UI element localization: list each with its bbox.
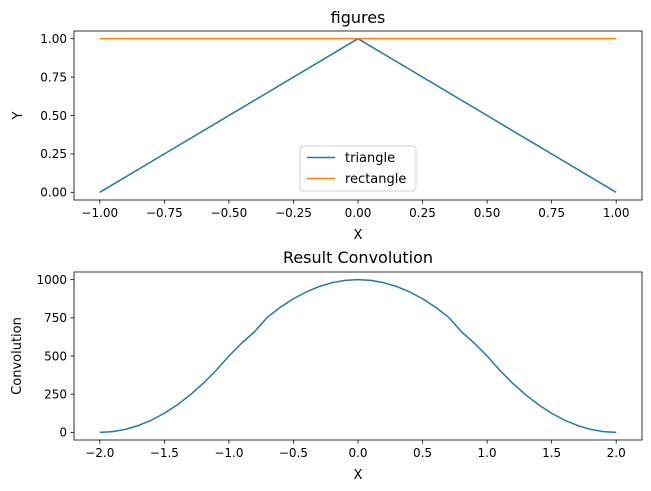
- x-tick-label: 0.75: [538, 206, 565, 220]
- y-tick-label: 0.25: [40, 147, 67, 161]
- y-tick-label: 0.50: [40, 109, 67, 123]
- x-tick-label: 0.5: [413, 446, 432, 460]
- y-tick-label: 750: [44, 311, 67, 325]
- x-tick-label: −0.5: [279, 446, 308, 460]
- chart-title: figures: [331, 8, 386, 27]
- chart-title: Result Convolution: [283, 248, 433, 267]
- subplot-result-convolution: Result Convolution −2.0 −1.5 −1.0 −0.5 0.0 0.…: [10, 248, 643, 483]
- legend-label-rectangle: rectangle: [345, 172, 406, 187]
- x-tick-label: −1.0: [214, 446, 243, 460]
- y-tick-label: 0.00: [40, 186, 67, 200]
- x-tick-label: 1.00: [603, 206, 630, 220]
- y-tick-label: 250: [44, 387, 67, 401]
- x-tick-label: 1.5: [542, 446, 561, 460]
- x-tick-label: −0.75: [146, 206, 183, 220]
- x-tick-label: −2.0: [85, 446, 114, 460]
- y-axis-label: Y: [11, 111, 26, 120]
- x-axis-label: X: [354, 228, 363, 243]
- subplot-figures: figures −1.00 −0.75 −0.50 −0.25 0.00 0.25 0.50…: [11, 8, 643, 243]
- x-tick-label: 1.0: [478, 446, 497, 460]
- x-tick-label: −0.25: [275, 206, 312, 220]
- x-tick-label: 0.00: [345, 206, 372, 220]
- convolution-series-line: [99, 278, 617, 434]
- x-tick-label: −1.5: [150, 446, 179, 460]
- x-tick-label: 0.50: [474, 206, 501, 220]
- x-tick-label: 2.0: [607, 446, 626, 460]
- y-tick-label: 1.00: [40, 32, 67, 46]
- x-tick-label: 0.25: [409, 206, 436, 220]
- x-tick-label: −1.00: [81, 206, 118, 220]
- x-axis-label: X: [354, 468, 363, 483]
- legend-label-triangle: triangle: [345, 151, 395, 166]
- y-tick-label: 1000: [36, 273, 67, 287]
- y-tick-label: 0.75: [40, 70, 67, 84]
- y-tick-label: 500: [44, 349, 67, 363]
- y-axis-label: Convolution: [10, 317, 25, 395]
- y-tick-label: 0: [59, 426, 67, 440]
- x-tick-label: 0.0: [348, 446, 367, 460]
- x-tick-label: −0.50: [211, 206, 248, 220]
- legend: triangle rectangle: [299, 145, 417, 192]
